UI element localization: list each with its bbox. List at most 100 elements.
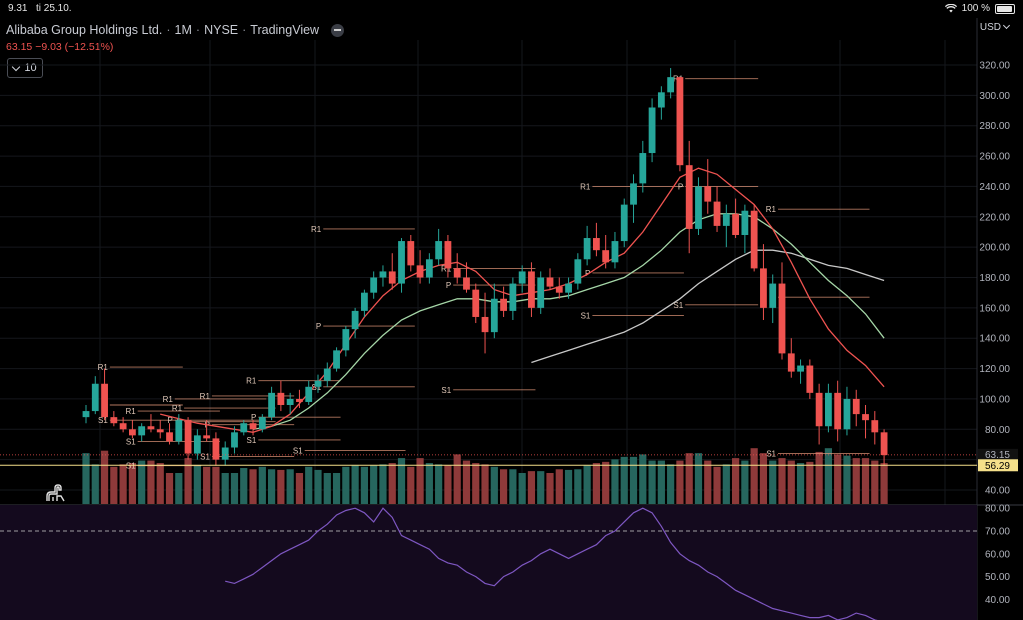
minus-icon	[334, 29, 342, 31]
tradingview-logo-icon[interactable]	[44, 483, 68, 503]
battery-percent: 100 %	[961, 3, 990, 14]
volume-bar	[574, 469, 582, 504]
candle-body	[453, 268, 461, 278]
volume-bar	[332, 473, 341, 504]
symbol-title[interactable]: Alibaba Group Holdings Ltd.	[6, 23, 163, 37]
volume-bar	[258, 466, 266, 504]
candle-body	[129, 429, 136, 436]
status-bar: 9.31 ti 25.10. 100 %	[0, 0, 1023, 18]
volume-bar	[564, 469, 573, 504]
candle-body	[435, 241, 443, 260]
candle-body	[722, 213, 730, 226]
candle-body	[657, 92, 665, 108]
candle-body	[305, 386, 313, 402]
volume-bar	[212, 466, 220, 504]
volume-bar	[592, 463, 600, 504]
currency-selector[interactable]: USD	[979, 21, 1011, 33]
candle-body	[815, 392, 823, 427]
oscillator	[0, 507, 977, 620]
candle-body	[175, 420, 183, 442]
candle-body	[240, 423, 248, 433]
volume-bar	[286, 469, 294, 504]
candle-body	[555, 286, 563, 293]
oscillator-line	[225, 507, 878, 620]
candle-body	[528, 271, 535, 308]
candle-body	[490, 298, 498, 333]
volume-bar	[509, 469, 517, 504]
candle-body	[639, 153, 647, 184]
pivot-label: R1	[580, 182, 591, 191]
volume-bar	[732, 458, 740, 504]
pivot-label: S1	[126, 437, 136, 446]
price-change: 63.15 −9.03 (−12.51%)	[6, 41, 114, 53]
volume-bar	[351, 465, 359, 504]
volume-bar	[629, 456, 638, 504]
volume-bar	[602, 461, 610, 504]
price-tick-label: 120.00	[979, 364, 1010, 375]
candle-body	[156, 429, 164, 433]
candle-body	[685, 165, 693, 229]
price-tick-label: 280.00	[979, 121, 1010, 132]
volume-bar	[481, 464, 489, 504]
candle-body	[704, 186, 712, 202]
candle-body	[407, 241, 415, 266]
candle-body	[769, 283, 777, 308]
candle-body	[268, 392, 275, 418]
price-tick-label: 160.00	[979, 303, 1010, 314]
pivot-label: S1	[98, 416, 108, 425]
separator-dot: ·	[166, 23, 171, 37]
collapse-legend-button[interactable]	[331, 23, 345, 37]
volume-bar	[694, 453, 703, 504]
volume-bar	[796, 463, 805, 504]
price-tick-label: 320.00	[979, 61, 1010, 72]
pivot-label: R1	[200, 392, 211, 401]
candle-body	[425, 259, 433, 278]
candle-body	[602, 250, 610, 263]
price-lines	[0, 454, 977, 466]
pivot-label: R1	[163, 395, 174, 404]
candle-body	[472, 289, 480, 317]
volume-bar	[193, 464, 201, 504]
candle-body	[277, 392, 285, 405]
pivot-label: P	[167, 416, 172, 425]
candle-body	[203, 435, 211, 439]
candle-body	[314, 380, 322, 387]
interval-label[interactable]: 1M	[174, 23, 192, 37]
separator-dot: ·	[242, 23, 247, 37]
pivot-label: R1	[98, 363, 109, 372]
volume-bar	[472, 463, 480, 504]
volume-bar	[620, 456, 628, 504]
pivot-label: S1	[581, 311, 591, 320]
volume-bar	[741, 460, 749, 504]
volume-bar	[824, 448, 832, 504]
volume-bar	[165, 473, 174, 504]
pivot-label: S1	[200, 453, 210, 462]
candle-body	[518, 271, 526, 284]
volume-bar	[425, 463, 433, 504]
volume-bar	[147, 460, 155, 504]
currency-label: USD	[979, 22, 1001, 33]
candle-body	[880, 432, 888, 456]
source-label: TradingView	[250, 23, 320, 37]
volume-bar	[527, 471, 536, 504]
candle-body	[379, 271, 387, 278]
pivot-levels: R1PS1R1S1R1PS1R1PR1PS1R1PS1R1PS1R1PS1S1R…	[98, 75, 870, 471]
candle-body	[750, 210, 758, 269]
candle-body	[333, 350, 340, 369]
volume-bar	[110, 466, 118, 504]
candle-body	[620, 204, 628, 242]
volume-bar	[342, 466, 350, 504]
price-axis[interactable]: 320.00 300.00 280.00 260.00 240.00 220.00 200.…	[978, 61, 1018, 606]
pivot-label: R1	[441, 264, 452, 273]
oscillator-tick-label: 70.00	[985, 527, 1010, 538]
pivot-label: S1	[293, 447, 303, 456]
volume-bar	[769, 460, 777, 504]
battery-icon	[995, 3, 1015, 14]
candle-body	[119, 423, 127, 430]
candle-body	[388, 271, 396, 284]
pivot-label: R1	[172, 404, 183, 413]
candle-body	[760, 268, 767, 308]
volume-bar	[175, 473, 183, 504]
volume-bar	[834, 454, 842, 504]
